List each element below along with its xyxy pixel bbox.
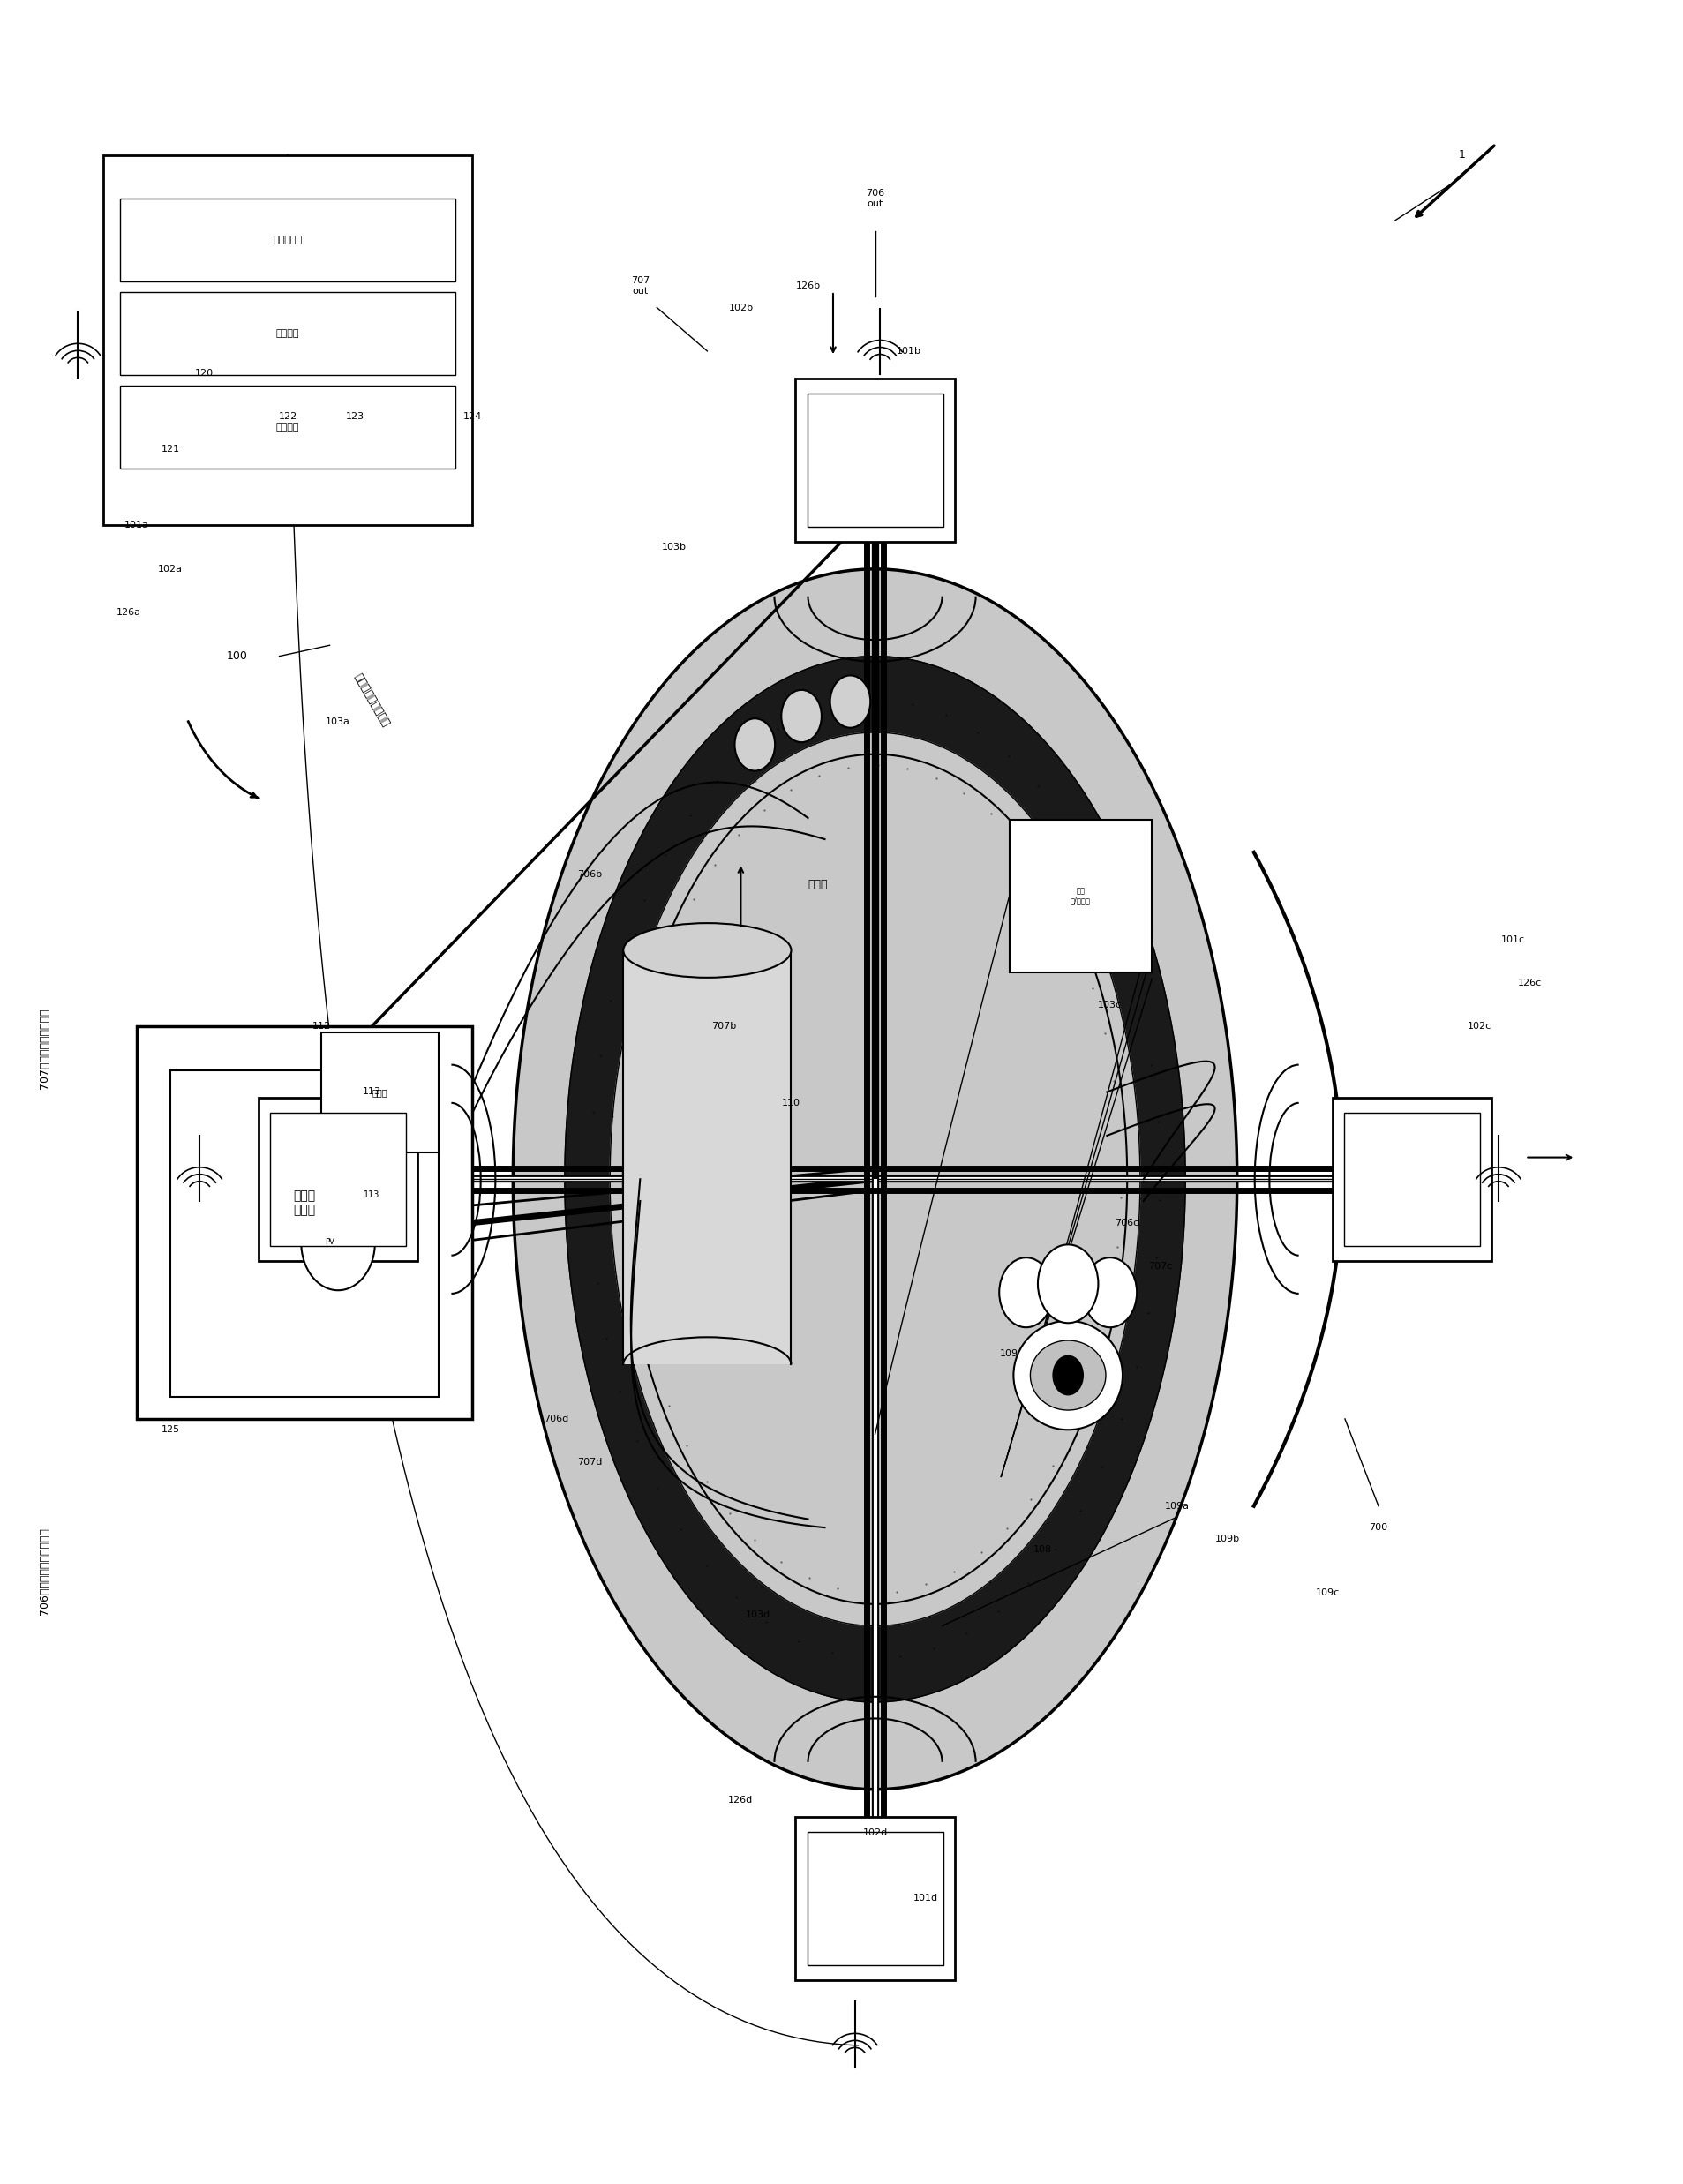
Text: 109: 109 (1000, 1350, 1018, 1358)
Text: 100: 100 (227, 651, 247, 662)
Bar (119, 387, 456, 470)
Text: 706
out: 706 out (865, 190, 884, 207)
Bar (808, 393, 942, 526)
Circle shape (1084, 1258, 1136, 1328)
Text: 101b: 101b (897, 347, 921, 356)
Text: 工作液
分配器: 工作液 分配器 (293, 1190, 316, 1216)
Polygon shape (609, 732, 1139, 1625)
Text: 1: 1 (1459, 149, 1466, 162)
Text: 计算机程序: 计算机程序 (273, 236, 303, 245)
Text: 125: 125 (162, 1426, 180, 1435)
Text: 102c: 102c (1468, 1022, 1491, 1031)
Text: 113: 113 (364, 1190, 379, 1199)
Text: 无线接口: 无线接口 (276, 330, 300, 339)
Ellipse shape (623, 924, 791, 978)
Text: 706b: 706b (577, 869, 603, 878)
Text: 126b: 126b (796, 282, 820, 290)
Text: 用户界面: 用户界面 (276, 424, 300, 432)
Bar (796, 378, 954, 542)
Text: 113: 113 (362, 1088, 380, 1096)
Circle shape (781, 690, 821, 743)
Circle shape (1038, 1245, 1099, 1324)
Text: 103c: 103c (1097, 1000, 1123, 1009)
Polygon shape (623, 753, 1128, 1603)
Bar (796, 1817, 954, 1981)
Text: 103d: 103d (746, 1610, 771, 1618)
Polygon shape (513, 570, 1237, 1789)
Text: 109b: 109b (1215, 1535, 1240, 1544)
Bar (1010, 819, 1151, 972)
Text: 126d: 126d (729, 1795, 754, 1804)
Text: 管移动: 管移动 (808, 880, 828, 891)
Text: 126a: 126a (116, 607, 141, 618)
Text: 109c: 109c (1316, 1588, 1340, 1599)
Text: 112: 112 (311, 1022, 330, 1031)
Bar (259, 1096, 417, 1260)
Bar (119, 199, 456, 282)
Bar (808, 1832, 942, 1966)
Circle shape (1000, 1258, 1054, 1328)
Text: 108: 108 (1033, 1546, 1052, 1555)
Bar (1345, 1112, 1479, 1245)
Circle shape (830, 675, 870, 727)
Text: 110: 110 (783, 1099, 801, 1107)
Text: 124: 124 (463, 413, 481, 422)
Text: 121: 121 (162, 446, 180, 454)
Text: 101d: 101d (912, 1894, 937, 1902)
Bar (321, 1033, 439, 1153)
Text: 旋转分离系统的复制: 旋转分离系统的复制 (352, 670, 392, 729)
Text: 707b: 707b (712, 1022, 737, 1031)
Text: 电调
器/分配器: 电调 器/分配器 (1070, 887, 1091, 904)
Text: 102b: 102b (729, 304, 754, 312)
Text: 707
out: 707 out (631, 275, 650, 295)
Bar (103, 155, 473, 526)
Text: 120: 120 (195, 369, 214, 378)
Polygon shape (565, 655, 1185, 1701)
Text: 123: 123 (345, 413, 364, 422)
Text: 102a: 102a (158, 566, 183, 574)
Text: 101a: 101a (125, 522, 150, 531)
Bar (136, 1026, 473, 1420)
Text: 122: 122 (278, 413, 298, 422)
Text: 101c: 101c (1501, 935, 1525, 943)
Bar (269, 1112, 406, 1245)
Text: 706d: 706d (544, 1415, 569, 1424)
Text: 700: 700 (1370, 1524, 1388, 1533)
Text: 706c: 706c (1114, 1219, 1139, 1227)
Bar (170, 1070, 439, 1398)
Text: 126c: 126c (1518, 978, 1542, 987)
Bar (1333, 1096, 1491, 1260)
Bar (119, 293, 456, 376)
Circle shape (1054, 1356, 1084, 1396)
Text: 压缩机: 压缩机 (372, 1088, 387, 1096)
Text: PV: PV (325, 1238, 335, 1247)
Text: 707d: 707d (577, 1459, 603, 1468)
Text: 109a: 109a (1165, 1503, 1190, 1511)
Ellipse shape (1030, 1341, 1106, 1411)
Text: 707耦合剂用的内部软管: 707耦合剂用的内部软管 (39, 1009, 50, 1090)
Circle shape (301, 1195, 375, 1291)
Text: 706加压空气用的内部软管: 706加压空气用的内部软管 (39, 1529, 50, 1614)
Text: 707c: 707c (1148, 1262, 1173, 1271)
Text: 102d: 102d (863, 1828, 887, 1837)
Bar (623, 950, 791, 1365)
Ellipse shape (1013, 1321, 1123, 1431)
Text: 103a: 103a (327, 716, 350, 725)
Circle shape (735, 719, 774, 771)
Text: 103b: 103b (661, 544, 687, 553)
